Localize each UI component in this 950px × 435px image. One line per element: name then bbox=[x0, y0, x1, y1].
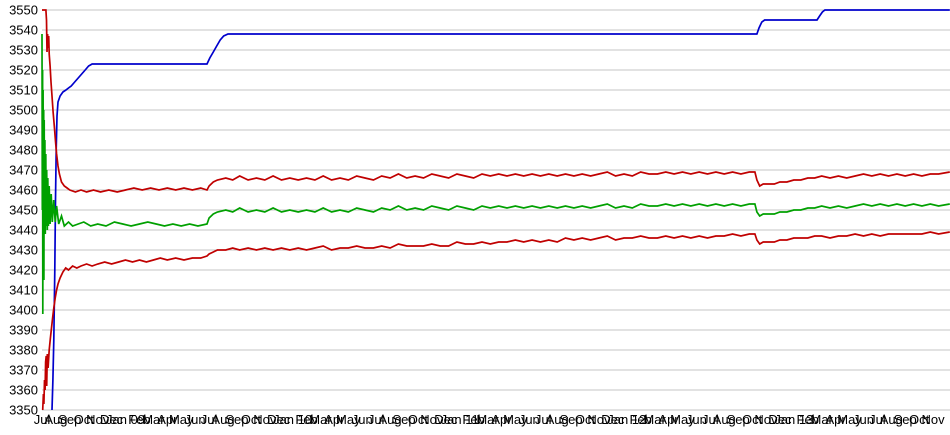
x-tick-label: Jan 13 bbox=[774, 412, 813, 427]
x-tick-label: Dec bbox=[434, 412, 458, 427]
x-tick-label: Dec bbox=[100, 412, 124, 427]
x-tick-label: Aug bbox=[211, 412, 234, 427]
x-tick-label: Apr bbox=[491, 412, 512, 427]
y-tick-label: 3460 bbox=[9, 183, 38, 198]
x-tick-label: Feb bbox=[462, 412, 484, 427]
y-tick-label: 3530 bbox=[9, 43, 38, 58]
y-tick-label: 3540 bbox=[9, 23, 38, 38]
x-tick-label: Mar bbox=[643, 412, 666, 427]
x-tick-label: Jun bbox=[185, 412, 206, 427]
x-tick-label: Jan 11 bbox=[441, 412, 479, 427]
x-tick-label: Jul bbox=[535, 412, 552, 427]
x-tick-label: Oct bbox=[74, 412, 95, 427]
series-green-estimate-line bbox=[41, 33, 950, 315]
y-axis-tick-labels: 3350 3360 3370 3380 3390 3400 3410 3420 3430 3440… bbox=[9, 3, 38, 418]
x-tick-label: May bbox=[503, 412, 528, 427]
x-tick-label: Mar bbox=[476, 412, 499, 427]
x-tick-label: Jun bbox=[686, 412, 707, 427]
y-tick-label: 3350 bbox=[9, 403, 38, 418]
x-tick-label: Jul bbox=[702, 412, 719, 427]
x-tick-label: Jul bbox=[201, 412, 218, 427]
x-tick-label: Jan 12 bbox=[607, 412, 646, 427]
x-tick-label: Apr bbox=[157, 412, 178, 427]
y-tick-label: 3380 bbox=[9, 343, 38, 358]
x-tick-label: Mar bbox=[309, 412, 332, 427]
x-tick-label: Mar bbox=[810, 412, 833, 427]
x-tick-label: Aug bbox=[546, 412, 569, 427]
y-tick-label: 3360 bbox=[9, 383, 38, 398]
x-tick-label: Feb bbox=[295, 412, 317, 427]
series-upper-red-bound-line bbox=[42, 9, 950, 193]
x-tick-label: Nov bbox=[754, 412, 778, 427]
y-tick-label: 3430 bbox=[9, 243, 38, 258]
series-lower-red-bound-line bbox=[41, 231, 950, 411]
x-tick-label: Sep bbox=[894, 412, 917, 427]
x-tick-label: Jan 10 bbox=[273, 412, 312, 427]
x-tick-label: Jul bbox=[869, 412, 886, 427]
x-tick-label: May bbox=[336, 412, 361, 427]
x-tick-label: Feb bbox=[128, 412, 150, 427]
x-tick-label: Mar bbox=[142, 412, 165, 427]
x-tick-label: Aug bbox=[880, 412, 903, 427]
x-tick-label: Nov bbox=[86, 412, 110, 427]
x-tick-label: Nov bbox=[922, 412, 946, 427]
y-tick-label: 3470 bbox=[9, 163, 38, 178]
x-tick-label: Oct bbox=[909, 412, 930, 427]
x-tick-label: May bbox=[837, 412, 862, 427]
x-tick-label: Jul bbox=[368, 412, 385, 427]
x-tick-label: Dec bbox=[267, 412, 291, 427]
x-tick-label: Apr bbox=[825, 412, 846, 427]
x-tick-label: Jun bbox=[519, 412, 540, 427]
y-tick-label: 3550 bbox=[9, 3, 38, 18]
x-tick-label: Aug bbox=[713, 412, 736, 427]
y-tick-label: 3390 bbox=[9, 323, 38, 338]
x-tick-label: Aug bbox=[44, 412, 67, 427]
x-tick-label: Jun bbox=[853, 412, 874, 427]
x-tick-label: Sep bbox=[392, 412, 415, 427]
x-tick-label: Sep bbox=[58, 412, 81, 427]
series-blue-stepped-line bbox=[51, 9, 950, 411]
x-tick-label: Jun bbox=[352, 412, 373, 427]
y-tick-label: 3510 bbox=[9, 83, 38, 98]
x-tick-label: Apr bbox=[324, 412, 345, 427]
x-tick-label: Dec bbox=[768, 412, 792, 427]
x-tick-label: Oct bbox=[241, 412, 262, 427]
x-tick-label: Oct bbox=[575, 412, 596, 427]
x-tick-label: Nov bbox=[587, 412, 611, 427]
x-tick-label: Apr bbox=[658, 412, 679, 427]
y-tick-label: 3500 bbox=[9, 103, 38, 118]
y-tick-label: 3450 bbox=[9, 203, 38, 218]
x-tick-label: Oct bbox=[742, 412, 763, 427]
y-tick-label: 3370 bbox=[9, 363, 38, 378]
y-tick-label: 3400 bbox=[9, 303, 38, 318]
x-tick-label: Sep bbox=[225, 412, 248, 427]
x-tick-label: Feb bbox=[629, 412, 651, 427]
y-tick-label: 3440 bbox=[9, 223, 38, 238]
y-tick-label: 3480 bbox=[9, 143, 38, 158]
x-tick-label: Sep bbox=[560, 412, 583, 427]
x-tick-label: Feb bbox=[797, 412, 819, 427]
gridlines bbox=[42, 9, 950, 411]
y-tick-label: 3520 bbox=[9, 63, 38, 78]
x-tick-label: May bbox=[169, 412, 194, 427]
x-tick-label: Nov bbox=[253, 412, 277, 427]
x-tick-label: Aug bbox=[379, 412, 402, 427]
y-tick-label: 3410 bbox=[9, 283, 38, 298]
x-tick-label: Jul bbox=[34, 412, 51, 427]
y-tick-label: 3420 bbox=[9, 263, 38, 278]
x-tick-label: Sep bbox=[727, 412, 750, 427]
x-tick-label: Jan 09 bbox=[106, 412, 145, 427]
x-tick-label: May bbox=[670, 412, 695, 427]
y-tick-label: 3490 bbox=[9, 123, 38, 138]
x-tick-label: Oct bbox=[408, 412, 429, 427]
x-tick-label: Dec bbox=[601, 412, 625, 427]
x-tick-label: Nov bbox=[420, 412, 444, 427]
